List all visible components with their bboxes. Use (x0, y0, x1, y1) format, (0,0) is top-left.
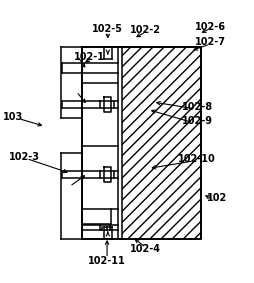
Text: 102-6: 102-6 (195, 22, 226, 31)
Text: 102-4: 102-4 (130, 245, 161, 254)
Text: 102-10: 102-10 (178, 155, 216, 164)
Text: 102-9: 102-9 (182, 116, 213, 126)
Text: 102-11: 102-11 (88, 256, 126, 266)
Text: 102-8: 102-8 (182, 102, 213, 112)
Bar (122, 46, 201, 239)
Text: 102: 102 (207, 193, 227, 203)
Text: 102-3: 102-3 (9, 152, 40, 162)
Text: 103: 103 (3, 112, 23, 121)
Text: 102-5: 102-5 (92, 23, 123, 33)
Text: 102-2: 102-2 (130, 25, 161, 35)
Text: 102-7: 102-7 (195, 37, 226, 47)
Text: 102-1: 102-1 (74, 52, 105, 61)
